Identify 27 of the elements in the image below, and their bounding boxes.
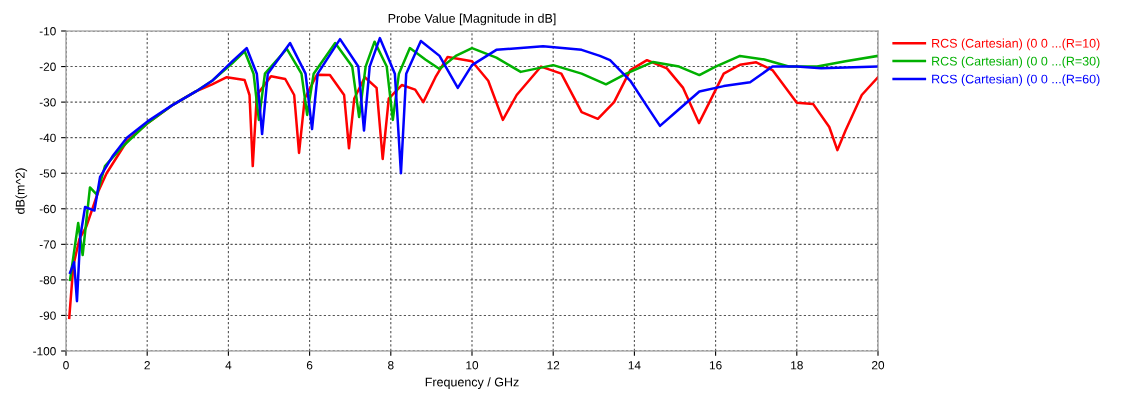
chart-title: Probe Value [Magnitude in dB]	[388, 13, 556, 26]
y-tick-label: -80	[39, 275, 56, 285]
legend-label: RCS (Cartesian) (0 0 ...(R=10)	[932, 38, 1100, 51]
x-tick-label: 4	[225, 361, 232, 370]
y-tick-label: -100	[33, 347, 56, 356]
y-tick-label: -70	[39, 240, 56, 249]
x-tick-label: 2	[144, 361, 150, 370]
y-tick-label: -60	[39, 204, 56, 214]
x-tick-label: 16	[709, 361, 722, 370]
y-tick-label: -50	[39, 169, 56, 178]
legend-label: RCS (Cartesian) (0 0 ...(R=30)	[932, 56, 1100, 69]
y-tick-label: -20	[39, 62, 56, 71]
legend-label: RCS (Cartesian) (0 0 ...(R=60)	[932, 74, 1100, 86]
x-tick-label: 6	[306, 361, 313, 370]
y-tick-label: -10	[39, 27, 56, 36]
x-tick-label: 8	[388, 361, 394, 370]
y-axis-title: dB(m^2)	[15, 168, 28, 214]
x-tick-label: 10	[466, 361, 479, 370]
x-tick-label: 18	[791, 361, 803, 370]
x-tick-label: 12	[547, 361, 560, 370]
y-tick-label: -40	[39, 133, 56, 143]
y-tick-label: -90	[39, 311, 56, 320]
y-tick-label: -30	[39, 98, 56, 107]
x-tick-label: 14	[628, 361, 641, 370]
x-axis-title: Frequency / GHz	[425, 377, 519, 389]
x-tick-label: 20	[872, 361, 885, 370]
x-tick-label: 0	[63, 361, 69, 370]
